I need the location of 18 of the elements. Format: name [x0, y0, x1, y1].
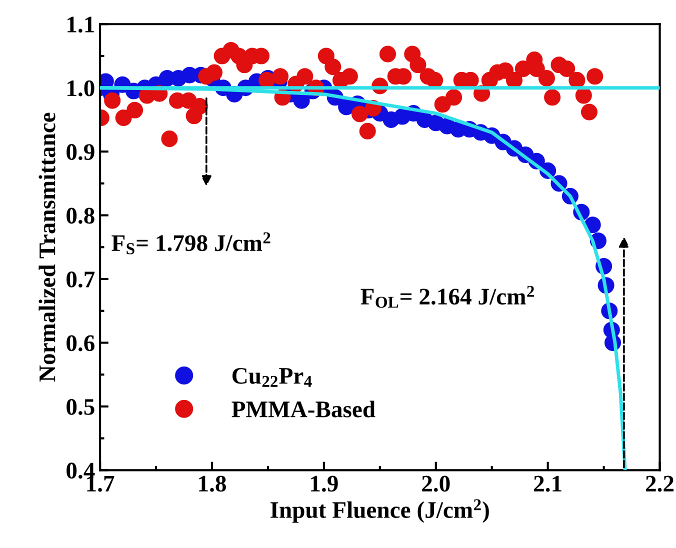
annotation: F$_{S}$= 1.798 J/cm$^{2}$: [112, 232, 270, 254]
x-tick-label: 2.0: [422, 476, 450, 492]
x-tick-label: 1.9: [311, 476, 338, 492]
y-tick-label: 0.9: [66, 144, 94, 160]
y-tick-label: 0.6: [66, 335, 94, 352]
y-tick-label: 0.7: [66, 272, 95, 288]
y-tick-label: 0.8: [66, 208, 94, 224]
x-tick-label: 2.1: [534, 476, 562, 492]
legend-label: Cu$_{22}$Pr$_{4}$: [232, 368, 312, 387]
x-tick-label: 1.8: [199, 476, 226, 492]
y-tick-label: 1.0: [68, 80, 94, 96]
x-axis-title: Input Fluence (J/cm$^{2}$): [270, 499, 489, 523]
annotation: F$_{OL}$= 2.164 J/cm$^{2}$: [360, 286, 534, 308]
x-tick-label: 2.2: [646, 476, 674, 492]
y-tick-label: 0.5: [66, 398, 94, 415]
legend-label: PMMA-Based: [232, 400, 376, 418]
y-axis-title: Normalized Transmittance: [38, 112, 56, 382]
y-tick-label: 1.1: [68, 16, 94, 33]
